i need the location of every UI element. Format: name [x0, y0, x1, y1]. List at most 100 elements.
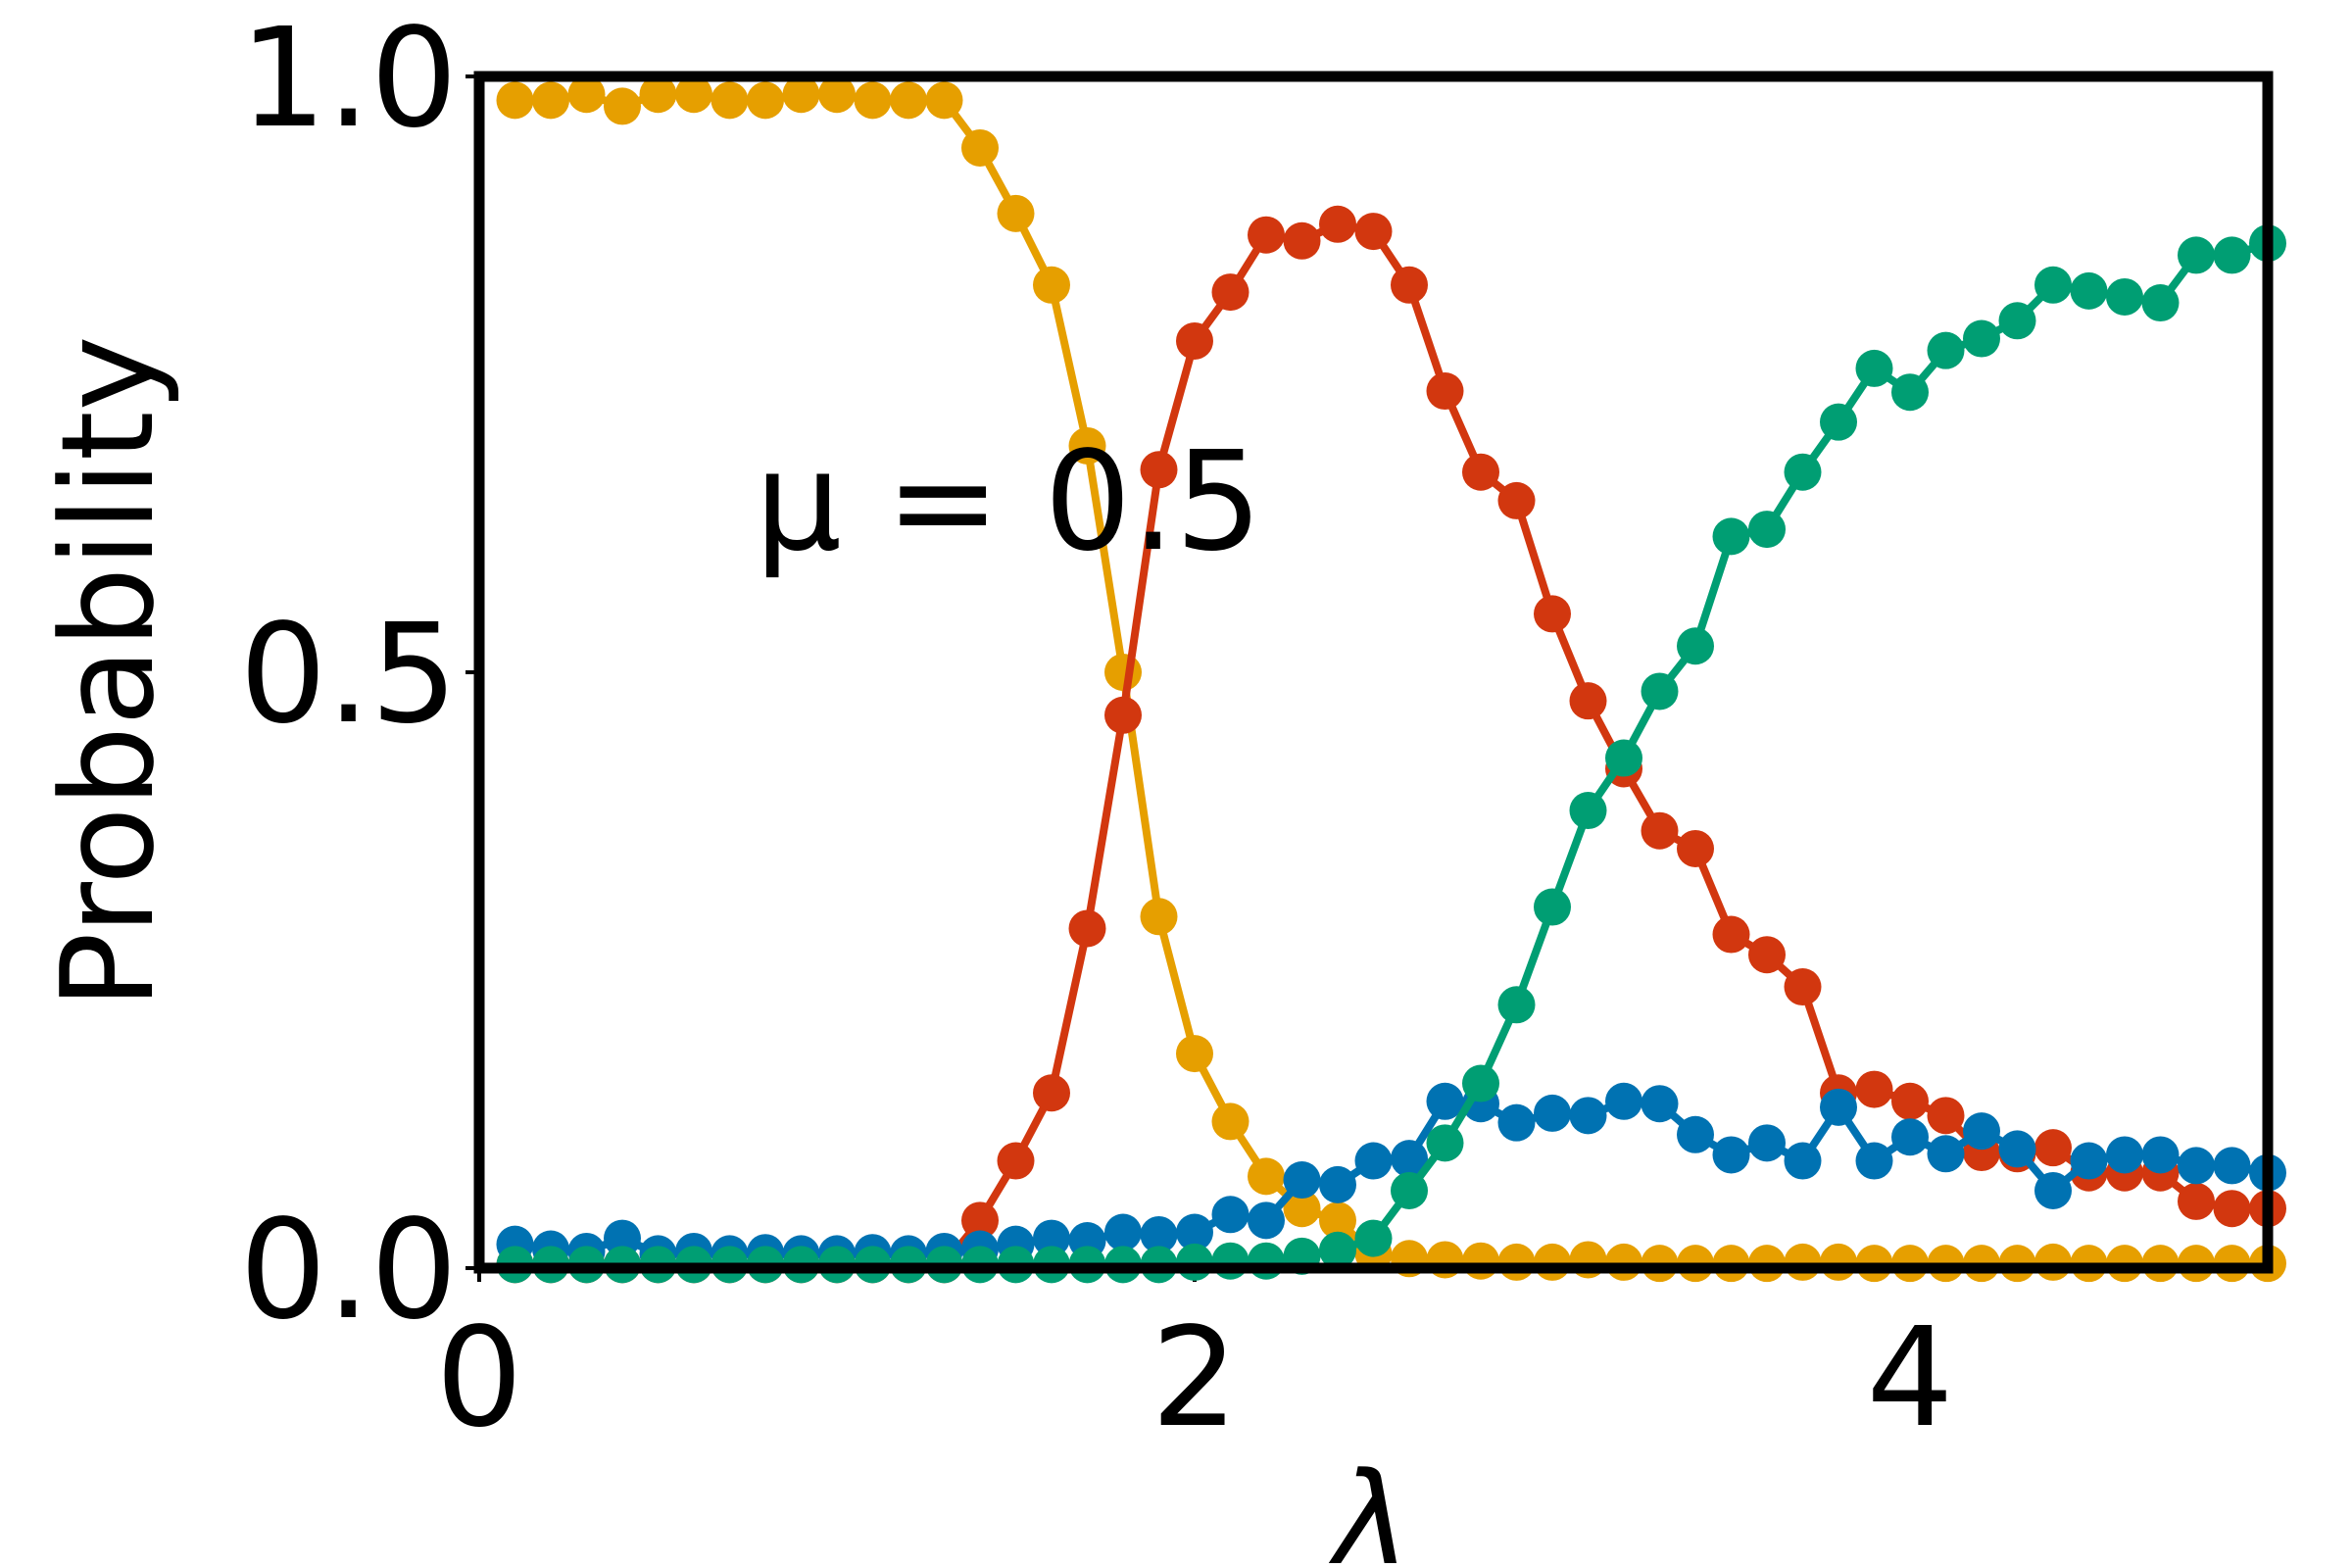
data-point [604, 1219, 641, 1257]
data-point [961, 1201, 999, 1240]
data-point [1534, 1243, 1571, 1281]
data-point [1354, 1219, 1393, 1257]
data-point [1748, 1124, 1786, 1162]
data-point [2106, 1136, 2143, 1174]
data-point [1283, 221, 1321, 260]
x-tick-label: 4 [1866, 1298, 1953, 1458]
data-point [1248, 1201, 1285, 1240]
data-point [1104, 696, 1142, 734]
data-point [1176, 1243, 1213, 1281]
data-point [1497, 1103, 1536, 1142]
x-tick-label: 2 [1151, 1298, 1238, 1458]
data-point [1140, 451, 1178, 489]
data-point [2070, 1142, 2108, 1180]
y-axis-label: Probability [33, 335, 182, 1008]
data-point [639, 75, 677, 114]
data-point [1211, 273, 1250, 312]
data-point [997, 1142, 1035, 1180]
data-point [1211, 1242, 1250, 1280]
data-point [2034, 266, 2072, 304]
data-point [1820, 1243, 1857, 1281]
data-point [1391, 1171, 1428, 1209]
data-point [1784, 453, 1822, 491]
data-point [1927, 331, 1965, 369]
data-point [1677, 627, 1714, 665]
data-point [1462, 1242, 1499, 1280]
data-point [2034, 1171, 2072, 1209]
data-point [1033, 1219, 1070, 1257]
data-point [1426, 372, 1464, 411]
data-point [1569, 792, 1607, 830]
data-point [1569, 682, 1607, 720]
y-tick-label: 1.0 [239, 0, 458, 159]
data-point [1712, 517, 1750, 556]
data-point [1104, 654, 1142, 691]
data-point [1784, 1142, 1822, 1180]
data-point [890, 81, 927, 120]
data-point [1855, 349, 1893, 387]
data-point [1677, 1115, 1714, 1153]
data-point [1068, 909, 1106, 948]
data-point [1283, 1161, 1321, 1200]
data-point [1641, 672, 1679, 710]
data-point [1462, 1064, 1499, 1102]
data-point [675, 75, 712, 114]
data-point [1820, 403, 1857, 441]
series-line [514, 220, 2268, 1269]
data-point [1534, 888, 1571, 926]
data-point [961, 128, 999, 167]
data-point [1998, 1130, 2036, 1168]
data-point [1712, 915, 1750, 954]
data-point [1891, 1082, 1929, 1120]
data-point [1319, 205, 1356, 243]
data-point [1391, 266, 1428, 304]
data-point [567, 75, 606, 114]
data-point [1748, 511, 1786, 549]
data-point [1497, 1243, 1536, 1281]
data-point [1211, 1196, 1250, 1234]
data-point [1211, 1102, 1250, 1141]
data-point [2213, 1190, 2251, 1228]
data-point [1712, 1136, 1750, 1174]
annotation: μ = 0.5 [755, 422, 1262, 582]
data-point [2141, 1136, 2180, 1174]
data-point [1605, 1082, 1642, 1120]
data-point [1605, 739, 1642, 777]
data-point [1534, 1094, 1571, 1132]
data-point [1784, 1243, 1822, 1281]
data-point [2213, 236, 2251, 274]
data-point [1963, 1112, 2000, 1151]
data-point [1176, 321, 1213, 360]
series-line [514, 1097, 2269, 1258]
series-line [514, 239, 2270, 1269]
data-point [2070, 271, 2108, 310]
data-point [1497, 986, 1536, 1024]
data-point [1605, 1243, 1642, 1281]
data-point [1176, 1213, 1213, 1251]
data-point [1426, 1082, 1464, 1120]
series-line [514, 90, 2268, 1268]
data-point [1927, 1135, 1965, 1173]
data-point [1354, 1142, 1393, 1180]
x-axis-label: λ [1329, 1445, 1410, 1568]
data-point [1641, 811, 1679, 850]
data-point [1033, 266, 1070, 304]
data-point [1068, 426, 1106, 465]
data-point [532, 81, 569, 120]
data-point [782, 75, 820, 114]
data-point [854, 81, 892, 120]
data-point [2213, 1147, 2251, 1185]
data-point [997, 194, 1035, 232]
data-point [1998, 302, 2036, 340]
data-point [1462, 453, 1499, 491]
data-point [710, 81, 749, 120]
data-point [1748, 936, 1786, 974]
data-point [1784, 968, 1822, 1006]
data-point [818, 75, 856, 114]
data-point [1319, 1201, 1356, 1240]
data-point [1855, 1142, 1893, 1180]
data-point [2034, 1129, 2072, 1167]
data-point [1497, 481, 1536, 519]
